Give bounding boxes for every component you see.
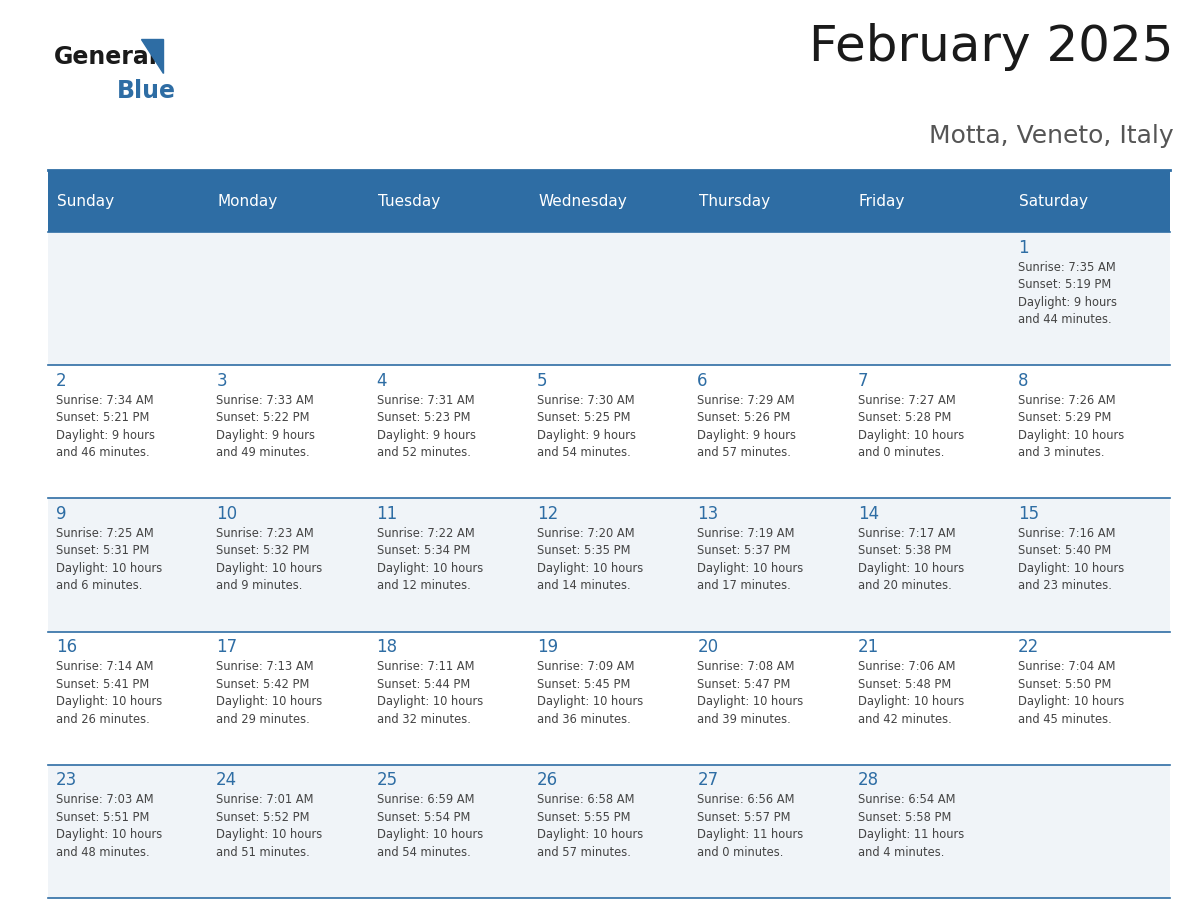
Text: Thursday: Thursday [699,194,770,208]
Text: Sunrise: 6:56 AM
Sunset: 5:57 PM
Daylight: 11 hours
and 0 minutes.: Sunrise: 6:56 AM Sunset: 5:57 PM Dayligh… [697,793,803,858]
Text: 20: 20 [697,638,719,656]
Text: 23: 23 [56,771,77,789]
Text: Sunrise: 7:29 AM
Sunset: 5:26 PM
Daylight: 9 hours
and 57 minutes.: Sunrise: 7:29 AM Sunset: 5:26 PM Dayligh… [697,394,796,459]
Text: 6: 6 [697,372,708,390]
Text: 8: 8 [1018,372,1029,390]
Text: 28: 28 [858,771,879,789]
Text: General: General [53,45,157,69]
Text: 22: 22 [1018,638,1040,656]
Text: Sunrise: 7:01 AM
Sunset: 5:52 PM
Daylight: 10 hours
and 51 minutes.: Sunrise: 7:01 AM Sunset: 5:52 PM Dayligh… [216,793,322,858]
Text: Monday: Monday [217,194,278,208]
Text: 14: 14 [858,505,879,523]
Text: 2: 2 [56,372,67,390]
Text: Sunrise: 7:35 AM
Sunset: 5:19 PM
Daylight: 9 hours
and 44 minutes.: Sunrise: 7:35 AM Sunset: 5:19 PM Dayligh… [1018,261,1117,326]
Text: Sunrise: 7:17 AM
Sunset: 5:38 PM
Daylight: 10 hours
and 20 minutes.: Sunrise: 7:17 AM Sunset: 5:38 PM Dayligh… [858,527,963,592]
Bar [48,170,1170,232]
Text: Sunrise: 7:34 AM
Sunset: 5:21 PM
Daylight: 9 hours
and 46 minutes.: Sunrise: 7:34 AM Sunset: 5:21 PM Dayligh… [56,394,154,459]
Text: 4: 4 [377,372,387,390]
Bar [48,765,1170,898]
Bar [48,365,1170,498]
Text: 16: 16 [56,638,77,656]
Text: 11: 11 [377,505,398,523]
Text: Sunrise: 7:26 AM
Sunset: 5:29 PM
Daylight: 10 hours
and 3 minutes.: Sunrise: 7:26 AM Sunset: 5:29 PM Dayligh… [1018,394,1124,459]
Text: Sunrise: 6:58 AM
Sunset: 5:55 PM
Daylight: 10 hours
and 57 minutes.: Sunrise: 6:58 AM Sunset: 5:55 PM Dayligh… [537,793,643,858]
Text: Sunrise: 7:33 AM
Sunset: 5:22 PM
Daylight: 9 hours
and 49 minutes.: Sunrise: 7:33 AM Sunset: 5:22 PM Dayligh… [216,394,315,459]
Text: 10: 10 [216,505,238,523]
Polygon shape [141,39,163,73]
Text: Blue: Blue [116,79,176,103]
Text: Wednesday: Wednesday [538,194,627,208]
Text: Sunrise: 7:30 AM
Sunset: 5:25 PM
Daylight: 9 hours
and 54 minutes.: Sunrise: 7:30 AM Sunset: 5:25 PM Dayligh… [537,394,636,459]
Text: Sunrise: 7:14 AM
Sunset: 5:41 PM
Daylight: 10 hours
and 26 minutes.: Sunrise: 7:14 AM Sunset: 5:41 PM Dayligh… [56,660,162,725]
Text: Sunrise: 7:13 AM
Sunset: 5:42 PM
Daylight: 10 hours
and 29 minutes.: Sunrise: 7:13 AM Sunset: 5:42 PM Dayligh… [216,660,322,725]
Text: Sunrise: 7:09 AM
Sunset: 5:45 PM
Daylight: 10 hours
and 36 minutes.: Sunrise: 7:09 AM Sunset: 5:45 PM Dayligh… [537,660,643,725]
Text: 9: 9 [56,505,67,523]
Text: Sunrise: 7:22 AM
Sunset: 5:34 PM
Daylight: 10 hours
and 12 minutes.: Sunrise: 7:22 AM Sunset: 5:34 PM Dayligh… [377,527,482,592]
Text: 1: 1 [1018,239,1029,257]
Text: 3: 3 [216,372,227,390]
Text: Motta, Veneto, Italy: Motta, Veneto, Italy [929,124,1174,148]
Text: Sunrise: 7:25 AM
Sunset: 5:31 PM
Daylight: 10 hours
and 6 minutes.: Sunrise: 7:25 AM Sunset: 5:31 PM Dayligh… [56,527,162,592]
Text: 19: 19 [537,638,558,656]
Text: 24: 24 [216,771,238,789]
Text: February 2025: February 2025 [809,23,1174,71]
Text: Sunrise: 7:08 AM
Sunset: 5:47 PM
Daylight: 10 hours
and 39 minutes.: Sunrise: 7:08 AM Sunset: 5:47 PM Dayligh… [697,660,803,725]
Text: Sunrise: 7:20 AM
Sunset: 5:35 PM
Daylight: 10 hours
and 14 minutes.: Sunrise: 7:20 AM Sunset: 5:35 PM Dayligh… [537,527,643,592]
Text: 17: 17 [216,638,238,656]
Text: 25: 25 [377,771,398,789]
Bar [48,232,1170,365]
Text: Tuesday: Tuesday [378,194,440,208]
Text: 15: 15 [1018,505,1040,523]
Text: Sunrise: 7:06 AM
Sunset: 5:48 PM
Daylight: 10 hours
and 42 minutes.: Sunrise: 7:06 AM Sunset: 5:48 PM Dayligh… [858,660,963,725]
Text: Saturday: Saturday [1019,194,1088,208]
Text: 27: 27 [697,771,719,789]
Text: Sunrise: 6:54 AM
Sunset: 5:58 PM
Daylight: 11 hours
and 4 minutes.: Sunrise: 6:54 AM Sunset: 5:58 PM Dayligh… [858,793,963,858]
Text: Sunrise: 7:16 AM
Sunset: 5:40 PM
Daylight: 10 hours
and 23 minutes.: Sunrise: 7:16 AM Sunset: 5:40 PM Dayligh… [1018,527,1124,592]
Text: Sunday: Sunday [57,194,114,208]
Text: Friday: Friday [859,194,905,208]
Bar [48,498,1170,632]
Text: Sunrise: 7:03 AM
Sunset: 5:51 PM
Daylight: 10 hours
and 48 minutes.: Sunrise: 7:03 AM Sunset: 5:51 PM Dayligh… [56,793,162,858]
Text: Sunrise: 6:59 AM
Sunset: 5:54 PM
Daylight: 10 hours
and 54 minutes.: Sunrise: 6:59 AM Sunset: 5:54 PM Dayligh… [377,793,482,858]
Text: Sunrise: 7:19 AM
Sunset: 5:37 PM
Daylight: 10 hours
and 17 minutes.: Sunrise: 7:19 AM Sunset: 5:37 PM Dayligh… [697,527,803,592]
Text: 21: 21 [858,638,879,656]
Text: Sunrise: 7:27 AM
Sunset: 5:28 PM
Daylight: 10 hours
and 0 minutes.: Sunrise: 7:27 AM Sunset: 5:28 PM Dayligh… [858,394,963,459]
Text: Sunrise: 7:04 AM
Sunset: 5:50 PM
Daylight: 10 hours
and 45 minutes.: Sunrise: 7:04 AM Sunset: 5:50 PM Dayligh… [1018,660,1124,725]
Text: 18: 18 [377,638,398,656]
Text: Sunrise: 7:31 AM
Sunset: 5:23 PM
Daylight: 9 hours
and 52 minutes.: Sunrise: 7:31 AM Sunset: 5:23 PM Dayligh… [377,394,475,459]
Text: 13: 13 [697,505,719,523]
Text: Sunrise: 7:23 AM
Sunset: 5:32 PM
Daylight: 10 hours
and 9 minutes.: Sunrise: 7:23 AM Sunset: 5:32 PM Dayligh… [216,527,322,592]
Text: 5: 5 [537,372,548,390]
Bar [48,632,1170,765]
Text: 12: 12 [537,505,558,523]
Text: 26: 26 [537,771,558,789]
Text: Sunrise: 7:11 AM
Sunset: 5:44 PM
Daylight: 10 hours
and 32 minutes.: Sunrise: 7:11 AM Sunset: 5:44 PM Dayligh… [377,660,482,725]
Text: 7: 7 [858,372,868,390]
